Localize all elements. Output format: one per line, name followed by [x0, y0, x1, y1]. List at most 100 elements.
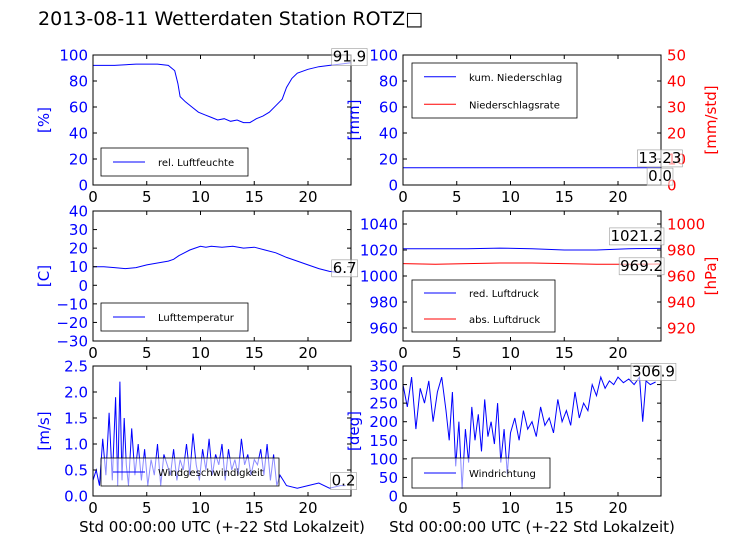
- winddirection-x-tick-label: 0: [398, 499, 408, 517]
- pressure-x-tick-label: 10: [501, 344, 520, 362]
- precipitation-y-right-tick-label: 30: [667, 99, 686, 117]
- temperature-y-axis-label: [C]: [35, 265, 53, 287]
- pressure-value-annotation-box: [618, 257, 665, 276]
- temperature-series-line-1: [93, 245, 341, 274]
- precipitation-value-annotation-box: [637, 149, 683, 168]
- windspeed-x-tick-label: 0: [88, 499, 98, 517]
- temperature-value-annotation-box: [331, 259, 358, 278]
- temperature-y-tick-label: 20: [69, 240, 88, 258]
- precipitation-y-tick-label: 100: [369, 47, 398, 65]
- humidity-y-tick-label: 80: [69, 73, 88, 91]
- pressure-y-right-tick-label: 960: [667, 268, 696, 286]
- winddirection-x-tick-label: 15: [555, 499, 574, 517]
- precipitation-y-axis-label: [mm]: [345, 100, 363, 141]
- precipitation-y-right-tick-label: 40: [667, 73, 686, 91]
- temperature-x-tick-label: 20: [298, 344, 317, 362]
- temperature-x-tick-label: 5: [142, 344, 152, 362]
- windspeed-y-tick-label: 1.5: [64, 410, 88, 428]
- pressure-y-right-tick-label: 980: [667, 242, 696, 260]
- humidity-y-tick-label: 40: [69, 125, 88, 143]
- precipitation-x-tick-label: 20: [608, 188, 627, 206]
- humidity-x-tick-label: 15: [245, 188, 264, 206]
- winddirection-y-tick-label: 0: [388, 488, 398, 506]
- pressure-value-annotation-box: [609, 227, 665, 246]
- humidity-y-tick-label: 60: [69, 99, 88, 117]
- humidity-x-tick-label: 20: [298, 188, 317, 206]
- pressure-y-tick-label: 1040: [360, 216, 398, 234]
- winddirection-series-line-1: [402, 375, 656, 489]
- pressure-value-annotation: 969.2: [620, 257, 663, 275]
- winddirection-value-annotation-box: [630, 363, 677, 381]
- winddirection-x-axis-label: Std 00:00:00 UTC (+-22 Std Lokalzeit): [389, 518, 675, 536]
- precipitation-x-tick-label: 5: [452, 188, 462, 206]
- winddirection-y-tick-label: 300: [369, 376, 398, 394]
- pressure-y-tick-label: 960: [369, 320, 398, 338]
- temperature-legend-label: Lufttemperatur: [158, 313, 235, 324]
- precipitation-x-tick-label: 0: [398, 188, 408, 206]
- pressure-legend-box: [411, 279, 556, 333]
- pressure-legend-label: abs. Luftdruck: [469, 315, 540, 326]
- winddirection-x-tick-label: 10: [501, 499, 520, 517]
- figure-title: 2013-08-11 Wetterdaten Station ROTZ□: [38, 8, 424, 30]
- humidity-x-tick-label: 5: [142, 188, 152, 206]
- windspeed-y-axis-label: [m/s]: [35, 411, 53, 450]
- pressure-y-tick-label: 1020: [360, 242, 398, 260]
- temperature-y-tick-label: −10: [56, 295, 88, 313]
- humidity-legend-label: rel. Luftfeuchte: [158, 158, 234, 169]
- pressure-y-right-tick-label: 1000: [667, 216, 705, 234]
- precipitation-value-annotation: 0.0: [648, 167, 672, 185]
- precipitation-y-right-tick-label: 50: [667, 47, 686, 65]
- pressure-y-right-tick-label: 920: [667, 320, 696, 338]
- temperature-x-tick-label: 15: [245, 344, 264, 362]
- pressure-value-annotation: 1021.2: [610, 227, 663, 245]
- windspeed-y-tick-label: 2.0: [64, 384, 88, 402]
- precipitation-y-tick-label: 20: [379, 151, 398, 169]
- humidity-x-tick-label: 10: [191, 188, 210, 206]
- temperature-y-tick-label: 10: [69, 258, 88, 276]
- windspeed-y-tick-label: 1.0: [64, 436, 88, 454]
- precipitation-y-tick-label: 40: [379, 125, 398, 143]
- temperature-value-annotation: 6.7: [333, 259, 357, 277]
- humidity-value-annotation-box: [331, 48, 368, 66]
- humidity-y-tick-label: 20: [69, 151, 88, 169]
- humidity-series-line-1: [93, 62, 352, 124]
- windspeed-x-tick-label: 15: [245, 499, 264, 517]
- pressure-y-tick-label: 980: [369, 294, 398, 312]
- windspeed-legend-label: Windgeschwindigkeit: [158, 468, 264, 479]
- precipitation-legend-box: [411, 62, 578, 119]
- humidity-plot-frame: [92, 54, 352, 186]
- winddirection-y-tick-label: 250: [369, 395, 398, 413]
- temperature-y-tick-label: 0: [78, 277, 88, 295]
- temperature-y-tick-label: 40: [69, 203, 88, 221]
- precipitation-value-annotation: 13.23: [638, 149, 681, 167]
- precipitation-value-annotation-box: [646, 167, 674, 186]
- temperature-x-tick-label: 10: [191, 344, 210, 362]
- winddirection-y-tick-label: 350: [369, 358, 398, 376]
- windspeed-x-axis-label: Std 00:00:00 UTC (+-22 Std Lokalzeit): [79, 518, 365, 536]
- precipitation-legend-label: Niederschlagsrate: [469, 100, 560, 111]
- precipitation-y-right-axis-label: [mm/std]: [702, 85, 720, 154]
- winddirection-plot-frame: [402, 365, 662, 497]
- pressure-y-tick-label: 1000: [360, 268, 398, 286]
- winddirection-x-tick-label: 5: [452, 499, 462, 517]
- humidity-y-axis-label: [%]: [35, 107, 53, 133]
- humidity-y-tick-label: 0: [78, 177, 88, 195]
- pressure-legend-label: red. Luftdruck: [469, 289, 539, 300]
- windspeed-x-tick-label: 20: [298, 499, 317, 517]
- winddirection-legend-label: Windrichtung: [469, 469, 536, 480]
- pressure-series-line-1: [403, 247, 662, 251]
- humidity-y-tick-label: 100: [59, 47, 88, 65]
- precipitation-y-tick-label: 0: [388, 177, 398, 195]
- precipitation-y-tick-label: 80: [379, 73, 398, 91]
- pressure-series-line-2: [402, 262, 662, 265]
- precipitation-y-tick-label: 60: [379, 99, 398, 117]
- windspeed-y-tick-label: 0.5: [64, 462, 88, 480]
- humidity-x-tick-label: 0: [88, 188, 98, 206]
- pressure-x-tick-label: 15: [555, 344, 574, 362]
- winddirection-y-tick-label: 100: [369, 450, 398, 468]
- winddirection-value-annotation: 306.9: [632, 362, 675, 380]
- pressure-x-tick-label: 20: [608, 344, 627, 362]
- pressure-y-right-tick-label: 940: [667, 294, 696, 312]
- temperature-y-tick-label: 30: [69, 221, 88, 239]
